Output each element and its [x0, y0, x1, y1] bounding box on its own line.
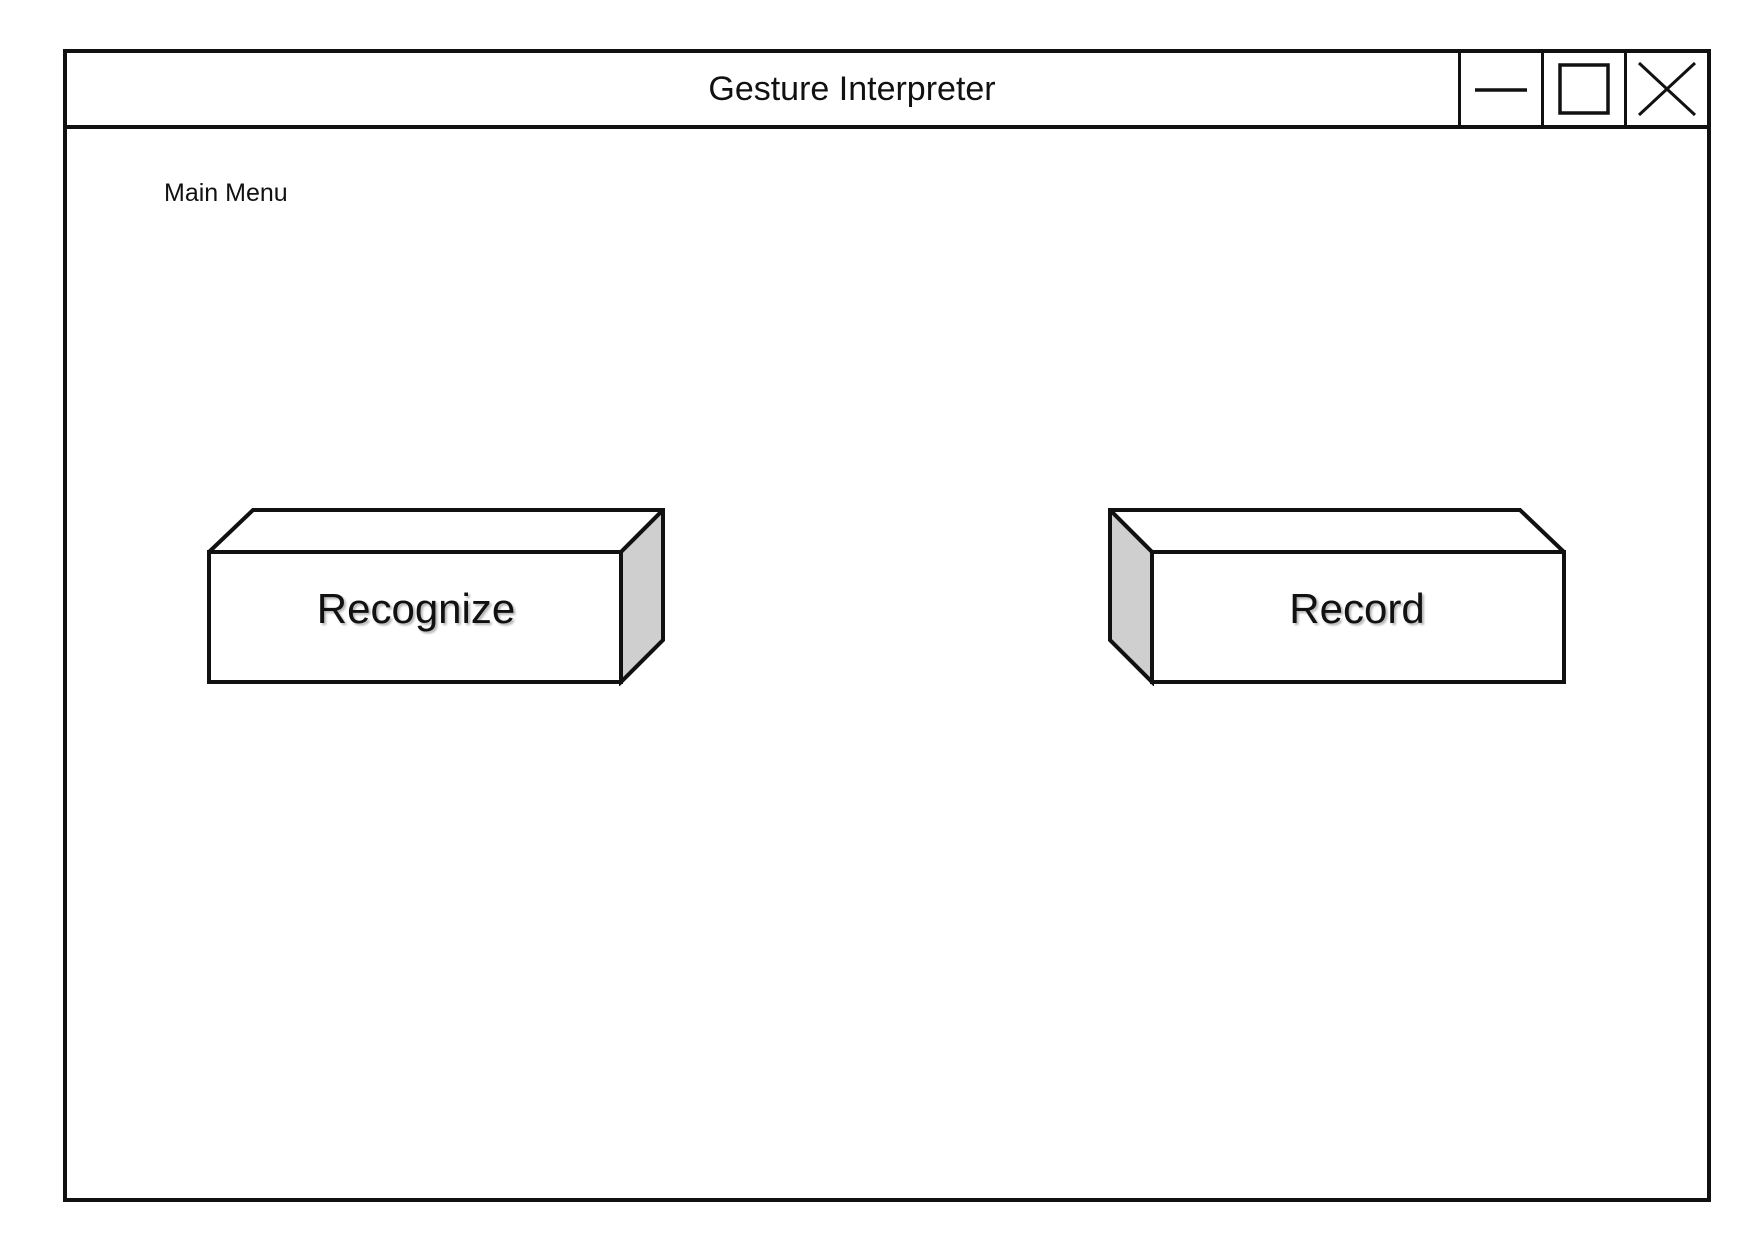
record-button-shape	[1108, 508, 1566, 686]
recognize-button[interactable]: Recognize	[207, 508, 665, 686]
minimize-button[interactable]	[1458, 53, 1541, 125]
window-controls	[1458, 53, 1707, 125]
maximize-icon	[1556, 61, 1612, 117]
record-button[interactable]: Record	[1108, 508, 1566, 686]
recognize-button-label: Recognize	[316, 585, 516, 632]
minimize-icon	[1473, 61, 1529, 117]
close-icon	[1636, 61, 1698, 117]
recognize-button-shape	[207, 508, 665, 686]
main-menu-label: Main Menu	[164, 179, 288, 207]
window-title: Gesture Interpreter	[708, 70, 996, 108]
record-button-label: Record	[1289, 585, 1425, 632]
maximize-button[interactable]	[1541, 53, 1624, 125]
close-button[interactable]	[1624, 53, 1707, 125]
title-bar: Gesture Interpreter	[67, 53, 1707, 129]
